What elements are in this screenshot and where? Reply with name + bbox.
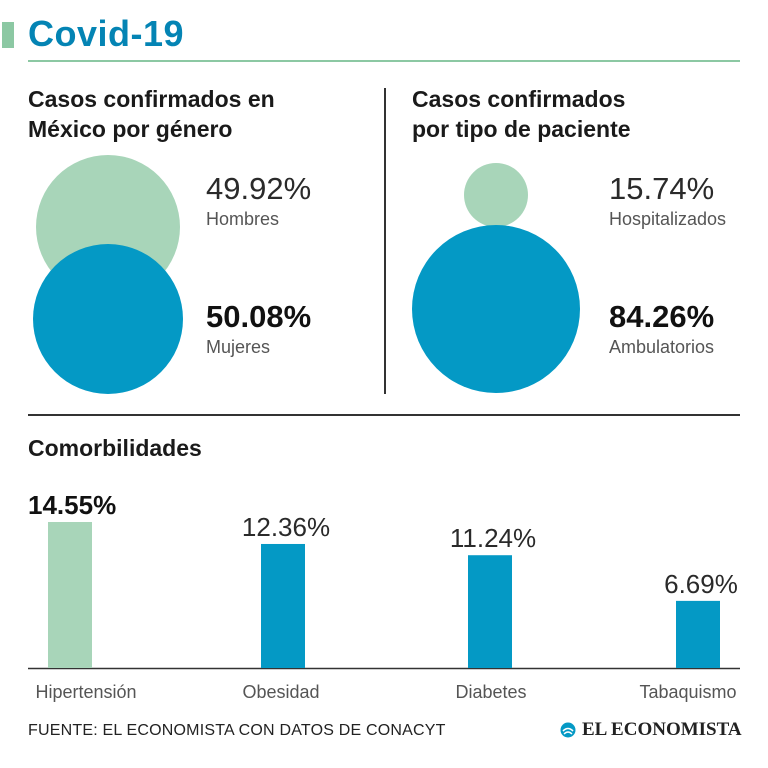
logo-text: EL ECONOMISTA	[582, 719, 742, 740]
gender-title-line2: México por género	[28, 116, 233, 142]
ambulatory-label: Ambulatorios	[609, 337, 715, 357]
header-accent-bar	[2, 22, 14, 48]
patient-title-line1: Casos confirmados	[412, 86, 626, 112]
men-label: Hombres	[206, 209, 280, 229]
bar-tabaquismo	[676, 600, 720, 668]
category-label: Hipertensión	[35, 682, 136, 702]
category-label: Tabaquismo	[639, 682, 736, 702]
hospitalized-circle	[464, 163, 528, 227]
bar-value-label: 6.69%	[664, 569, 738, 599]
women-label: Mujeres	[206, 337, 271, 357]
logo-mark-icon	[560, 722, 576, 738]
horizontal-divider	[28, 414, 740, 416]
comorbidities-title: Comorbilidades	[28, 435, 202, 461]
bar-hipertension	[48, 522, 92, 668]
category-label: Diabetes	[455, 682, 526, 702]
page-title: Covid-19	[28, 13, 185, 54]
bar-value-label: 12.36%	[242, 512, 330, 542]
vertical-divider	[384, 88, 386, 394]
bar-value-label: 11.24%	[450, 523, 536, 553]
comorbidities-chart: 14.55% Hipertensión 12.36% Obesidad 11.24% Di…	[28, 490, 740, 702]
category-label: Obesidad	[242, 682, 319, 702]
women-circle	[33, 244, 183, 394]
header-rule	[28, 60, 740, 62]
footer-source: FUENTE: EL ECONOMISTA CON DATOS DE CONAC…	[28, 722, 446, 739]
bar-diabetes	[468, 555, 512, 668]
men-percentage: 49.92%	[206, 171, 312, 206]
bar-value-label: 14.55%	[28, 490, 116, 520]
hospitalized-percentage: 15.74%	[609, 171, 715, 206]
bar-obesidad	[261, 543, 305, 668]
gender-title-line1: Casos confirmados en	[28, 86, 275, 112]
women-percentage: 50.08%	[206, 299, 312, 334]
el-economista-logo: EL ECONOMISTA	[560, 719, 742, 741]
ambulatory-circle	[412, 225, 580, 393]
ambulatory-percentage: 84.26%	[609, 299, 715, 334]
patient-section-title: Casos confirmados por tipo de paciente	[412, 84, 742, 144]
patient-title-line2: por tipo de paciente	[412, 116, 631, 142]
gender-section-title: Casos confirmados en México por género	[28, 84, 348, 144]
hospitalized-label: Hospitalizados	[609, 209, 727, 229]
